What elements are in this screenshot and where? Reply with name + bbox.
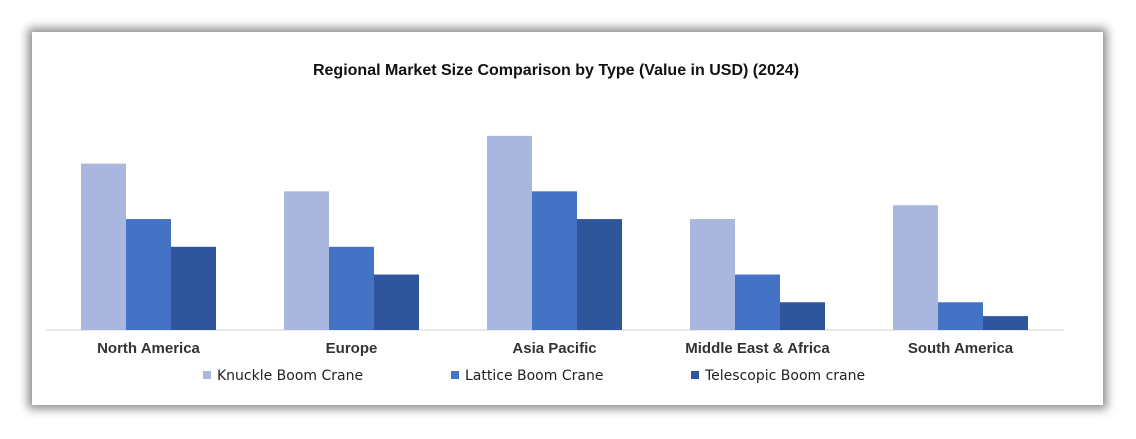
chart-frame: Regional Market Size Comparison by Type … [32, 32, 1103, 405]
legend-label-lattice-boom-crane: Lattice Boom Crane [465, 368, 603, 384]
bar-north-america-knuckle-boom-crane [81, 163, 126, 330]
bar-europe-telescopic-boom-crane [374, 274, 419, 330]
legend-swatch-knuckle-boom-crane [203, 371, 211, 379]
bar-asia-pacific-lattice-boom-crane [532, 191, 577, 330]
category-labels: North America Europe Asia Pacific Middle Ea… [97, 340, 1014, 357]
bar-south-america-lattice-boom-crane [938, 302, 983, 330]
legend-swatch-telescopic-boom-crane [691, 371, 699, 379]
bar-asia-pacific-telescopic-boom-crane [577, 219, 622, 330]
bar-south-america-knuckle-boom-crane [893, 205, 938, 330]
bar-middle-east-and-africa-telescopic-boom-crane [780, 302, 825, 330]
bars-group [81, 135, 1028, 330]
bar-chart: Regional Market Size Comparison by Type … [46, 62, 1064, 384]
bar-europe-lattice-boom-crane [329, 246, 374, 330]
legend-label-knuckle-boom-crane: Knuckle Boom Crane [217, 368, 363, 384]
category-label-europe: Europe [326, 340, 378, 357]
chart-title: Regional Market Size Comparison by Type … [313, 62, 799, 79]
category-label-north-america: North America [97, 340, 200, 357]
legend-swatch-lattice-boom-crane [451, 371, 459, 379]
legend-label-telescopic-boom-crane: Telescopic Boom crane [704, 368, 865, 384]
legend: Knuckle Boom Crane Lattice Boom Crane Tele… [203, 368, 865, 384]
bar-north-america-telescopic-boom-crane [171, 246, 216, 330]
bar-asia-pacific-knuckle-boom-crane [487, 135, 532, 330]
bar-north-america-lattice-boom-crane [126, 219, 171, 330]
bar-middle-east-and-africa-lattice-boom-crane [735, 274, 780, 330]
category-label-south-america: South America [908, 340, 1014, 357]
bar-middle-east-and-africa-knuckle-boom-crane [690, 219, 735, 330]
bar-europe-knuckle-boom-crane [284, 191, 329, 330]
category-label-asia-pacific: Asia Pacific [512, 340, 596, 357]
category-label-middle-east-and-africa: Middle East & Africa [685, 340, 830, 357]
bar-south-america-telescopic-boom-crane [983, 316, 1028, 330]
